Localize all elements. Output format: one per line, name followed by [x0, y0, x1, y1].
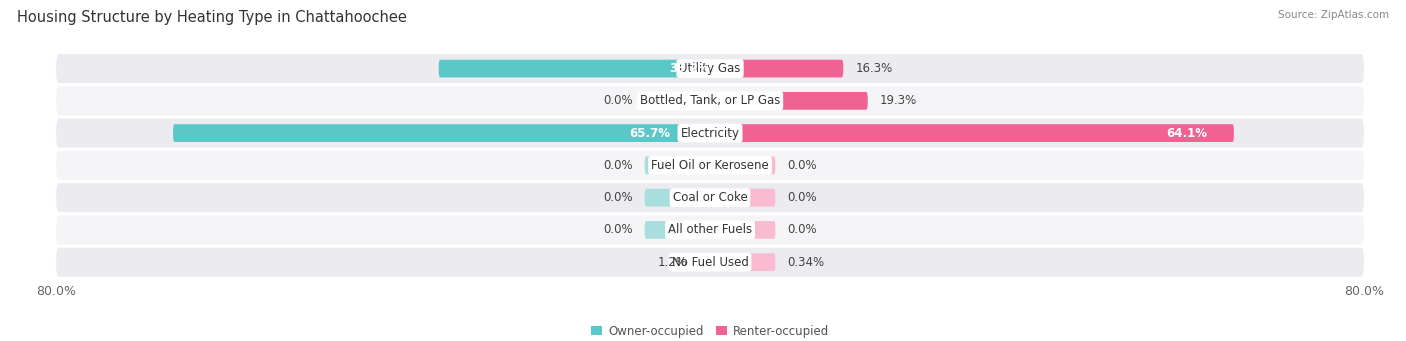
Text: 0.0%: 0.0%: [603, 223, 633, 236]
Text: Fuel Oil or Kerosene: Fuel Oil or Kerosene: [651, 159, 769, 172]
Text: 0.0%: 0.0%: [603, 159, 633, 172]
Text: 0.0%: 0.0%: [787, 159, 817, 172]
FancyBboxPatch shape: [56, 216, 1364, 244]
FancyBboxPatch shape: [439, 60, 710, 77]
FancyBboxPatch shape: [700, 253, 710, 271]
Text: 16.3%: 16.3%: [855, 62, 893, 75]
Text: 1.2%: 1.2%: [658, 256, 688, 269]
Text: 64.1%: 64.1%: [1167, 127, 1208, 139]
Legend: Owner-occupied, Renter-occupied: Owner-occupied, Renter-occupied: [591, 325, 830, 338]
FancyBboxPatch shape: [173, 124, 710, 142]
FancyBboxPatch shape: [56, 183, 1364, 212]
Text: Source: ZipAtlas.com: Source: ZipAtlas.com: [1278, 10, 1389, 20]
FancyBboxPatch shape: [644, 221, 710, 239]
FancyBboxPatch shape: [710, 253, 776, 271]
FancyBboxPatch shape: [56, 248, 1364, 277]
FancyBboxPatch shape: [644, 189, 710, 207]
Text: No Fuel Used: No Fuel Used: [672, 256, 748, 269]
Text: 0.0%: 0.0%: [603, 191, 633, 204]
Text: Housing Structure by Heating Type in Chattahoochee: Housing Structure by Heating Type in Cha…: [17, 10, 406, 25]
Text: 0.0%: 0.0%: [787, 223, 817, 236]
Text: All other Fuels: All other Fuels: [668, 223, 752, 236]
Text: 19.3%: 19.3%: [880, 94, 917, 107]
FancyBboxPatch shape: [644, 92, 710, 110]
Text: 0.0%: 0.0%: [787, 191, 817, 204]
Text: Coal or Coke: Coal or Coke: [672, 191, 748, 204]
FancyBboxPatch shape: [710, 92, 868, 110]
Text: Electricity: Electricity: [681, 127, 740, 139]
FancyBboxPatch shape: [644, 157, 710, 174]
FancyBboxPatch shape: [710, 60, 844, 77]
FancyBboxPatch shape: [710, 221, 776, 239]
FancyBboxPatch shape: [56, 151, 1364, 180]
FancyBboxPatch shape: [710, 124, 1234, 142]
Text: 0.34%: 0.34%: [787, 256, 825, 269]
FancyBboxPatch shape: [710, 189, 776, 207]
Text: Utility Gas: Utility Gas: [679, 62, 741, 75]
Text: 33.2%: 33.2%: [669, 62, 710, 75]
Text: Bottled, Tank, or LP Gas: Bottled, Tank, or LP Gas: [640, 94, 780, 107]
FancyBboxPatch shape: [710, 157, 776, 174]
FancyBboxPatch shape: [56, 119, 1364, 148]
Text: 65.7%: 65.7%: [630, 127, 671, 139]
Text: 0.0%: 0.0%: [603, 94, 633, 107]
FancyBboxPatch shape: [56, 54, 1364, 83]
FancyBboxPatch shape: [56, 86, 1364, 115]
